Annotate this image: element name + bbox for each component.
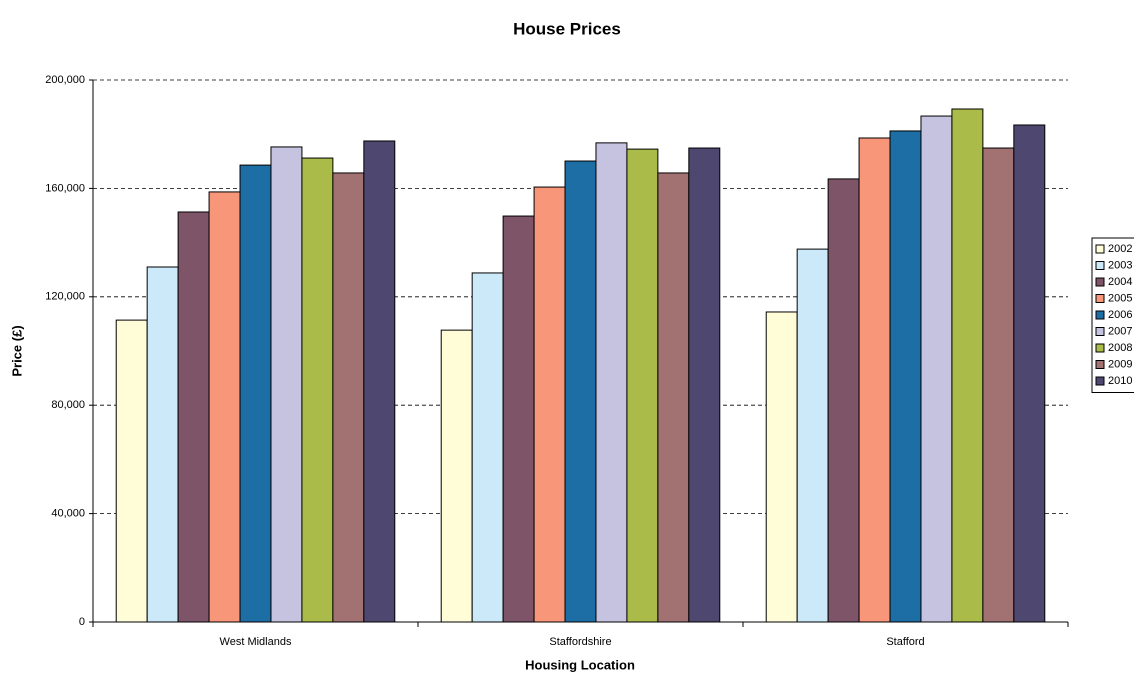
bar — [889, 130, 922, 623]
bar — [270, 146, 303, 623]
x-axis-label: Housing Location — [525, 657, 635, 672]
y-tick-label: 160,000 — [45, 182, 85, 194]
bar — [920, 115, 953, 623]
bar — [177, 211, 210, 623]
x-tick-label: West Midlands — [220, 636, 292, 648]
chart-title: House Prices — [513, 19, 621, 38]
legend-label: 2009 — [1108, 358, 1132, 370]
x-tick-label: Staffordshire — [549, 636, 611, 648]
bar — [471, 272, 504, 623]
bar — [146, 266, 179, 623]
bar — [858, 137, 891, 623]
legend-label: 2008 — [1108, 342, 1132, 354]
bar — [1013, 124, 1046, 623]
bar — [564, 160, 597, 623]
bar — [626, 148, 659, 623]
y-tick-label: 120,000 — [45, 291, 85, 303]
legend-label: 2002 — [1108, 243, 1132, 255]
bar — [440, 329, 473, 623]
legend-swatch — [1095, 261, 1105, 270]
legend-label: 2005 — [1108, 292, 1132, 304]
bar — [502, 215, 535, 623]
legend-swatch — [1095, 294, 1105, 303]
legend-label: 2003 — [1108, 259, 1132, 271]
bar — [657, 172, 690, 623]
legend-label: 2004 — [1108, 276, 1132, 288]
legend-label: 2006 — [1108, 309, 1132, 321]
bar — [239, 164, 272, 623]
x-tick-label: Stafford — [886, 636, 924, 648]
bar — [301, 157, 334, 623]
y-tick-label: 0 — [79, 616, 85, 628]
legend-label: 2007 — [1108, 325, 1132, 337]
bar — [208, 191, 241, 623]
bar — [951, 108, 984, 623]
legend-swatch — [1095, 360, 1105, 369]
legend-swatch — [1095, 343, 1105, 353]
legend-swatch — [1095, 376, 1105, 386]
legend-label: 2010 — [1108, 375, 1132, 387]
y-axis-label: Price (£) — [9, 325, 24, 376]
y-tick-label: 40,000 — [51, 508, 85, 520]
bar — [688, 147, 721, 623]
bar — [827, 178, 860, 623]
bar — [363, 140, 396, 623]
bar — [796, 248, 829, 623]
bar — [533, 186, 566, 623]
bar — [765, 311, 798, 623]
bar — [115, 319, 148, 623]
legend-swatch — [1095, 277, 1105, 287]
y-tick-label: 80,000 — [51, 399, 85, 411]
bar — [982, 147, 1015, 623]
y-tick-label: 200,000 — [45, 74, 85, 86]
legend-swatch — [1095, 327, 1105, 336]
bar — [332, 172, 365, 623]
legend-swatch — [1095, 310, 1105, 320]
legend-swatch — [1095, 244, 1105, 254]
bar — [595, 142, 628, 623]
